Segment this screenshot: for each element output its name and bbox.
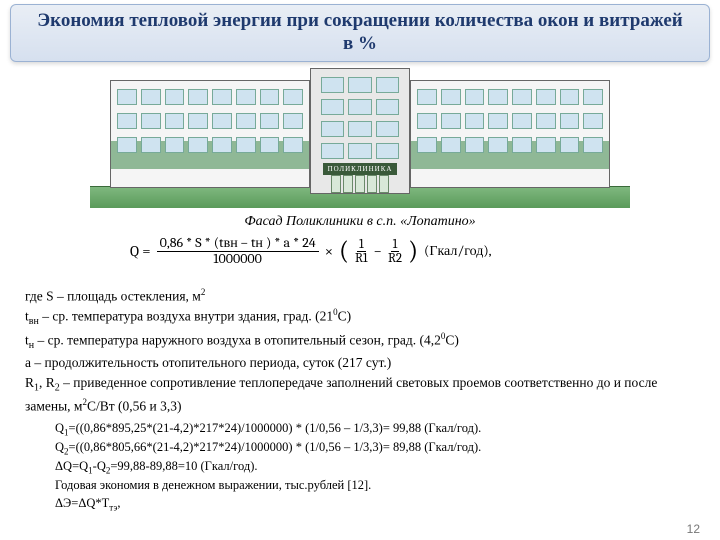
calc-line-3: ΔQ=Q1-Q2=99,88-89,88=10 (Гкал/год). — [55, 458, 680, 477]
entrance — [331, 175, 389, 193]
building-center: ПОЛИКЛИНИКА — [310, 68, 410, 194]
calc-line-4: Годовая экономия в денежном выражении, т… — [55, 477, 680, 495]
legend-line-5: R1, R2 – приведенное сопротивление тепло… — [25, 373, 690, 416]
formula-denominator: 1000000 — [210, 252, 265, 267]
page-title: Экономия тепловой энергии при сокращении… — [11, 10, 709, 56]
formula-unit: (Гкал/год), — [424, 242, 492, 260]
calc-line-1: Q1=((0,86*895,25*(21-4,2)*217*24)/100000… — [55, 420, 680, 439]
legend-line-2: tвн – ср. температура воздуха внутри зда… — [25, 306, 690, 330]
building-right-wing — [410, 80, 610, 188]
formula-times: × — [325, 242, 333, 260]
building-sign: ПОЛИКЛИНИКА — [323, 163, 397, 175]
legend-line-3: tн – ср. температура наружного воздуха в… — [25, 330, 690, 354]
page-number: 12 — [687, 522, 700, 536]
lparen: ( — [339, 238, 349, 264]
formula-minus: − — [374, 242, 382, 260]
legend-line-4: a – продолжительность отопительного пери… — [25, 353, 690, 373]
building-illustration: ПОЛИКЛИНИКА — [110, 68, 610, 208]
calc-line-2: Q2=((0,86*805,66*(21-4,2)*217*24)/100000… — [55, 439, 680, 458]
calc-line-5: ΔЭ=ΔQ*Tтэ, — [55, 495, 680, 514]
rparen: ) — [408, 238, 418, 264]
building-left-wing — [110, 80, 310, 188]
formula: Q = 0,86 * S * (tвн – tн ) * a * 24 1000… — [130, 236, 640, 266]
title-banner: Экономия тепловой энергии при сокращении… — [10, 4, 710, 62]
figure-caption: Фасад Поликлиники в с.п. «Лопатино» — [0, 214, 720, 230]
legend: где S – площадь остекления, м2 tвн – ср.… — [25, 286, 690, 416]
calculations: Q1=((0,86*895,25*(21-4,2)*217*24)/100000… — [55, 420, 680, 514]
formula-Q: Q = — [130, 242, 151, 260]
legend-line-1: где S – площадь остекления, м2 — [25, 286, 690, 306]
